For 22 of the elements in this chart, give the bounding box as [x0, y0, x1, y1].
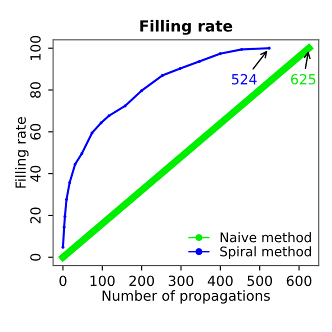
x-tick-label: 100: [90, 276, 115, 286]
y-tick-label: 60: [30, 124, 41, 140]
x-tick-label: 200: [129, 276, 154, 286]
legend-label: Spiral method: [220, 246, 311, 260]
x-tick-label: 0: [59, 276, 66, 286]
annotation: 524: [232, 74, 257, 85]
y-tick-label: 80: [30, 82, 41, 98]
chart-title: Filling rate: [140, 20, 232, 35]
x-tick-label: 400: [208, 276, 233, 286]
x-tick-label: 600: [286, 276, 312, 286]
point: [59, 254, 66, 261]
x-tick-label: 300: [168, 276, 194, 286]
y-tick-label: 40: [30, 166, 41, 182]
y-axis-title: Filling rate: [15, 117, 29, 188]
y-tick-label: 20: [30, 208, 41, 224]
y-tick-label: 100: [30, 36, 41, 60]
legend-label: Naive method: [220, 232, 311, 242]
point: [305, 44, 312, 52]
y-tick-label: 0: [30, 254, 41, 261]
x-axis-title: Number of propagations: [102, 290, 270, 304]
annotation: 625: [291, 74, 316, 85]
x-tick-label: 500: [248, 276, 272, 286]
